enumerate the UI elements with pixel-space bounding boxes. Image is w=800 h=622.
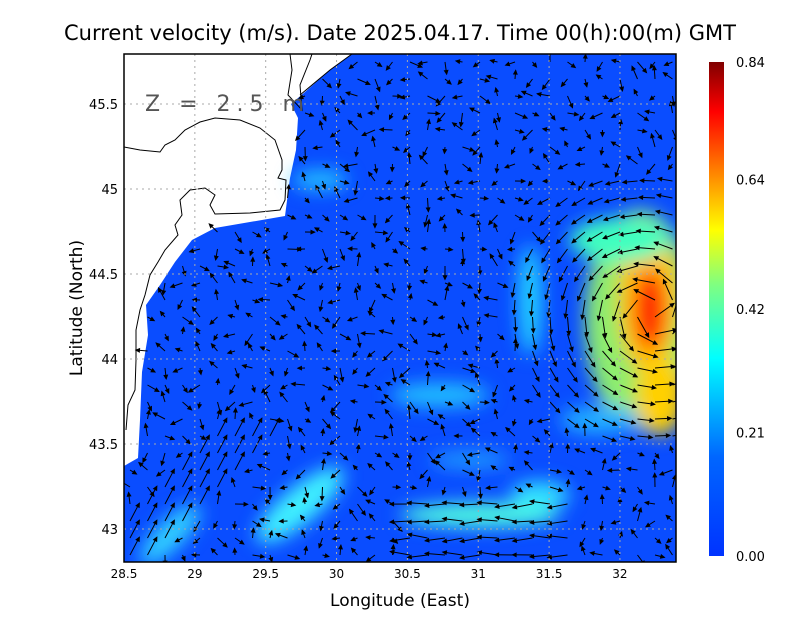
y-tick-label: 44.5 <box>89 268 118 283</box>
colorbar <box>709 62 724 556</box>
x-tick-labels: 28.5 29 29.5 30 30.5 31 31.5 32 <box>111 567 628 581</box>
x-tick-label: 29 <box>187 567 202 581</box>
x-tick-label: 32 <box>612 567 627 581</box>
x-tick-label: 31.5 <box>536 567 563 581</box>
colorbar-tick-label: 0.21 <box>736 427 765 442</box>
current-arrow-head <box>684 319 688 323</box>
current-arrow-head <box>686 379 690 382</box>
y-tick-labels: 43 43.5 44 44.5 45 45.5 <box>89 98 118 538</box>
colorbar-tick-label: 0.84 <box>736 56 765 71</box>
y-tick-label: 45 <box>101 183 118 198</box>
x-tick-label: 28.5 <box>111 567 138 581</box>
y-tick-label: 44 <box>101 353 118 368</box>
colorbar-tick-label: 0.64 <box>736 174 765 189</box>
map-plot-area <box>118 48 695 573</box>
current-arrow-head <box>687 361 691 364</box>
depth-label: Z = 2.5 m <box>145 92 310 117</box>
y-tick-label: 43.5 <box>89 438 118 453</box>
current-arrow-head <box>684 415 688 418</box>
x-tick-label: 30.5 <box>394 567 421 581</box>
current-arrow-head <box>683 432 687 435</box>
x-axis-label: Longitude (East) <box>330 591 470 611</box>
y-tick-label: 43 <box>101 523 118 538</box>
current-arrow-head <box>118 480 122 483</box>
chart-title: Current velocity (m/s). Date 2025.04.17.… <box>64 21 736 45</box>
colorbar-tick-label: 0.42 <box>736 303 765 318</box>
current-arrow-head <box>548 48 551 52</box>
y-tick-label: 45.5 <box>89 98 118 113</box>
x-tick-label: 31 <box>471 567 486 581</box>
x-tick-label: 30 <box>329 567 344 581</box>
x-tick-label: 29.5 <box>252 567 279 581</box>
current-arrow-head <box>685 397 689 400</box>
current-arrow-head <box>676 296 679 300</box>
colorbar-tick-labels: 0.84 0.64 0.42 0.21 0.00 <box>736 56 765 565</box>
current-arrow-head <box>687 341 691 344</box>
y-axis-label: Latitude (North) <box>67 240 87 376</box>
colorbar-tick-label: 0.00 <box>736 550 765 565</box>
